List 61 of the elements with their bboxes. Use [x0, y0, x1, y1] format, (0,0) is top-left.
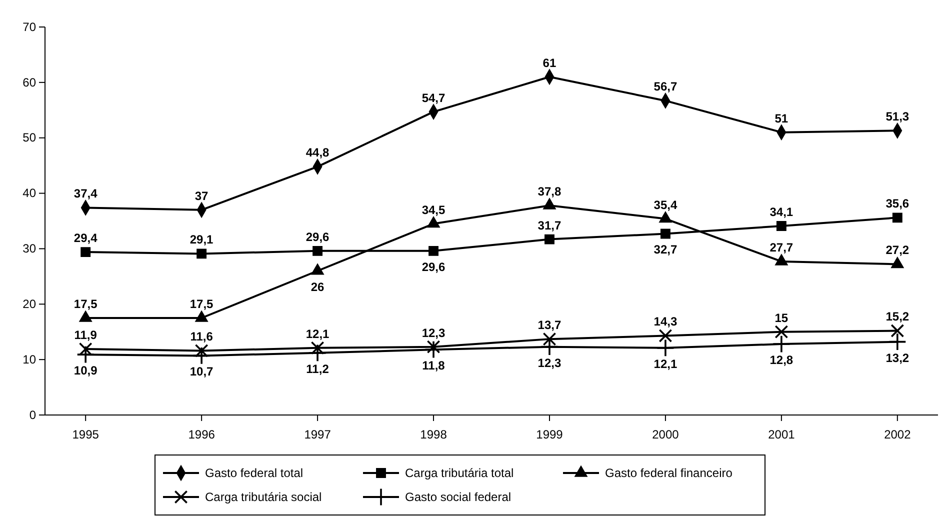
data-label: 27,7 — [770, 240, 794, 254]
legend-label: Gasto social federal — [405, 490, 512, 504]
data-label: 12,1 — [306, 326, 330, 341]
data-label: 31,7 — [538, 218, 562, 232]
data-label: 35,6 — [886, 196, 910, 211]
x-tick-label: 2002 — [884, 427, 912, 442]
x-tick-label: 1999 — [536, 427, 564, 442]
legend-label: Gasto federal total — [205, 466, 304, 480]
data-label: 37,4 — [74, 186, 98, 201]
data-label: 15 — [774, 310, 788, 325]
data-label: 12,8 — [770, 353, 794, 368]
data-label: 11,8 — [422, 358, 446, 373]
data-label: 54,7 — [422, 90, 446, 105]
y-tick-label: 70 — [22, 20, 36, 34]
data-label: 32,7 — [654, 242, 678, 257]
data-label: 11,9 — [74, 328, 98, 342]
data-label: 15,2 — [886, 310, 910, 324]
y-tick-label: 50 — [22, 130, 36, 145]
data-label: 29,4 — [74, 231, 98, 246]
legend-label: Carga tributária total — [405, 466, 514, 480]
data-label: 12,3 — [422, 326, 446, 340]
data-label: 11,2 — [306, 362, 330, 376]
y-tick-label: 20 — [22, 296, 36, 311]
data-label: 10,7 — [190, 364, 214, 379]
data-label: 37,8 — [538, 184, 562, 198]
data-label: 17,5 — [74, 297, 98, 311]
data-label: 26 — [310, 280, 325, 294]
data-label: 51,3 — [886, 110, 910, 124]
data-label: 14,3 — [654, 314, 678, 329]
data-label: 10,9 — [74, 364, 98, 378]
data-label: 12,1 — [654, 356, 678, 371]
data-label: 51 — [774, 111, 788, 126]
data-label: 13,7 — [538, 318, 562, 332]
data-label: 56,7 — [654, 80, 678, 94]
x-tick-label: 1996 — [188, 427, 216, 442]
data-label: 34,5 — [422, 202, 446, 217]
data-label: 35,4 — [654, 198, 678, 212]
data-label: 13,2 — [886, 350, 910, 365]
x-tick-label: 1997 — [304, 427, 332, 442]
y-tick-label: 60 — [22, 75, 36, 90]
data-label: 61 — [542, 56, 556, 70]
y-tick-label: 0 — [29, 408, 36, 422]
data-label: 11,6 — [190, 330, 214, 344]
x-tick-label: 2000 — [652, 427, 680, 442]
data-label: 29,6 — [306, 230, 330, 244]
x-tick-label: 2001 — [768, 427, 796, 442]
y-tick-label: 40 — [22, 186, 36, 200]
data-label: 37 — [194, 188, 209, 203]
data-label: 12,3 — [538, 356, 562, 370]
data-label: 44,8 — [306, 146, 330, 160]
x-tick-label: 1995 — [72, 427, 100, 442]
legend-label: Gasto federal financeiro — [605, 466, 733, 480]
legend-label: Carga tributária social — [205, 490, 322, 504]
data-label: 29,6 — [422, 260, 446, 274]
y-tick-label: 30 — [22, 242, 36, 256]
data-label: 29,1 — [190, 232, 214, 247]
y-tick-label: 10 — [22, 352, 36, 366]
data-label: 34,1 — [770, 204, 794, 219]
data-label: 17,5 — [190, 297, 214, 311]
x-tick-label: 1998 — [420, 427, 448, 442]
data-label: 27,2 — [886, 243, 910, 258]
